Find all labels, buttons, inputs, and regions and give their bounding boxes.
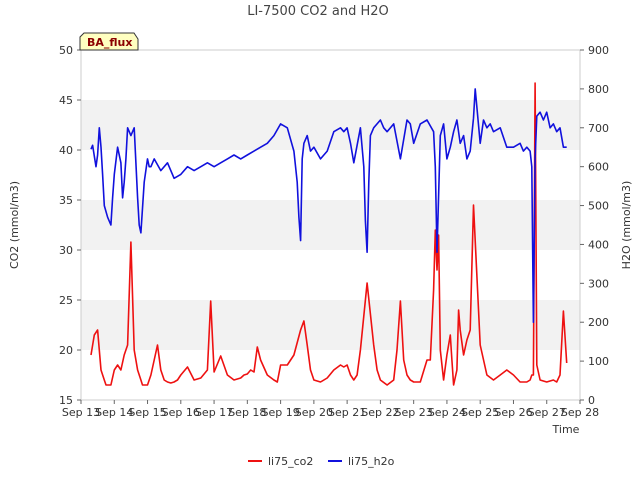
x-tick-label: Sep 17 [195,406,233,419]
x-tick-label: Sep 24 [428,406,466,419]
y-left-tick-label: 50 [59,44,73,57]
x-tick-label: Sep 20 [295,406,333,419]
y-left-tick-label: 30 [59,244,73,257]
series-layer [90,82,568,386]
grid-bands [81,100,580,350]
y-right-tick-label: 0 [588,394,595,407]
y-left-tick-label: 45 [59,94,73,107]
plot-frame [80,49,581,401]
legend-label-h2o: li75_h2o [348,455,395,468]
y-right-tick-label: 500 [588,200,609,213]
x-tick-label: Sep 15 [128,406,166,419]
y-left-tick-label: 35 [59,194,73,207]
ba-flux-badge: BA_flux [79,32,139,51]
series-line-li75_h2o [90,88,567,324]
x-tick-label: Sep 28 [561,406,599,419]
x-tick-label: Sep 25 [461,406,499,419]
y-right-tick-label: 200 [588,316,609,329]
legend-label-co2: li75_co2 [268,455,313,468]
y-right-tick-label: 600 [588,161,609,174]
grid-band [81,300,580,350]
y-right-tick-label: 700 [588,122,609,135]
series-line-li75_co2 [90,82,568,386]
y-left-tick-label: 15 [59,394,73,407]
badge-label: BA_flux [87,36,132,49]
x-tick-label: Sep 27 [528,406,566,419]
y-left-tick-label: 25 [59,294,73,307]
y-left-tick-label: 40 [59,144,73,157]
y-right-tick-label: 100 [588,355,609,368]
y-left-tick-label: 20 [59,344,73,357]
y-axis-right-title: H2O (mmol/m3) [620,181,633,270]
x-tick-label: Sep 22 [361,406,399,419]
x-tick-label: Sep 21 [328,406,366,419]
left-axis-ticks: 15 20 25 30 35 40 45 50 [59,44,81,407]
legend: li75_co2 li75_h2o [248,455,395,468]
x-tick-label: Sep 18 [228,406,266,419]
badge-shape [79,32,139,51]
x-tick-label: Sep 16 [162,406,200,419]
x-tick-label: Sep 14 [95,406,133,419]
y-right-tick-label: 300 [588,277,609,290]
x-tick-label: Sep 23 [395,406,433,419]
x-tick-label: Sep 26 [494,406,532,419]
x-tick-label: Sep 19 [261,406,299,419]
y-right-tick-label: 400 [588,238,609,251]
x-tick-label: Sep 13 [62,406,100,419]
y-axis-left-title: CO2 (mmol/m3) [8,181,21,269]
x-axis-title: Time [552,423,580,436]
y-right-tick-label: 900 [588,44,609,57]
y-right-tick-label: 800 [588,83,609,96]
right-axis-ticks: 0 100 200 300 400 500 600 700 800 900 [580,44,609,407]
chart-title: LI-7500 CO2 and H2O [247,4,389,19]
grid-band [81,200,580,250]
